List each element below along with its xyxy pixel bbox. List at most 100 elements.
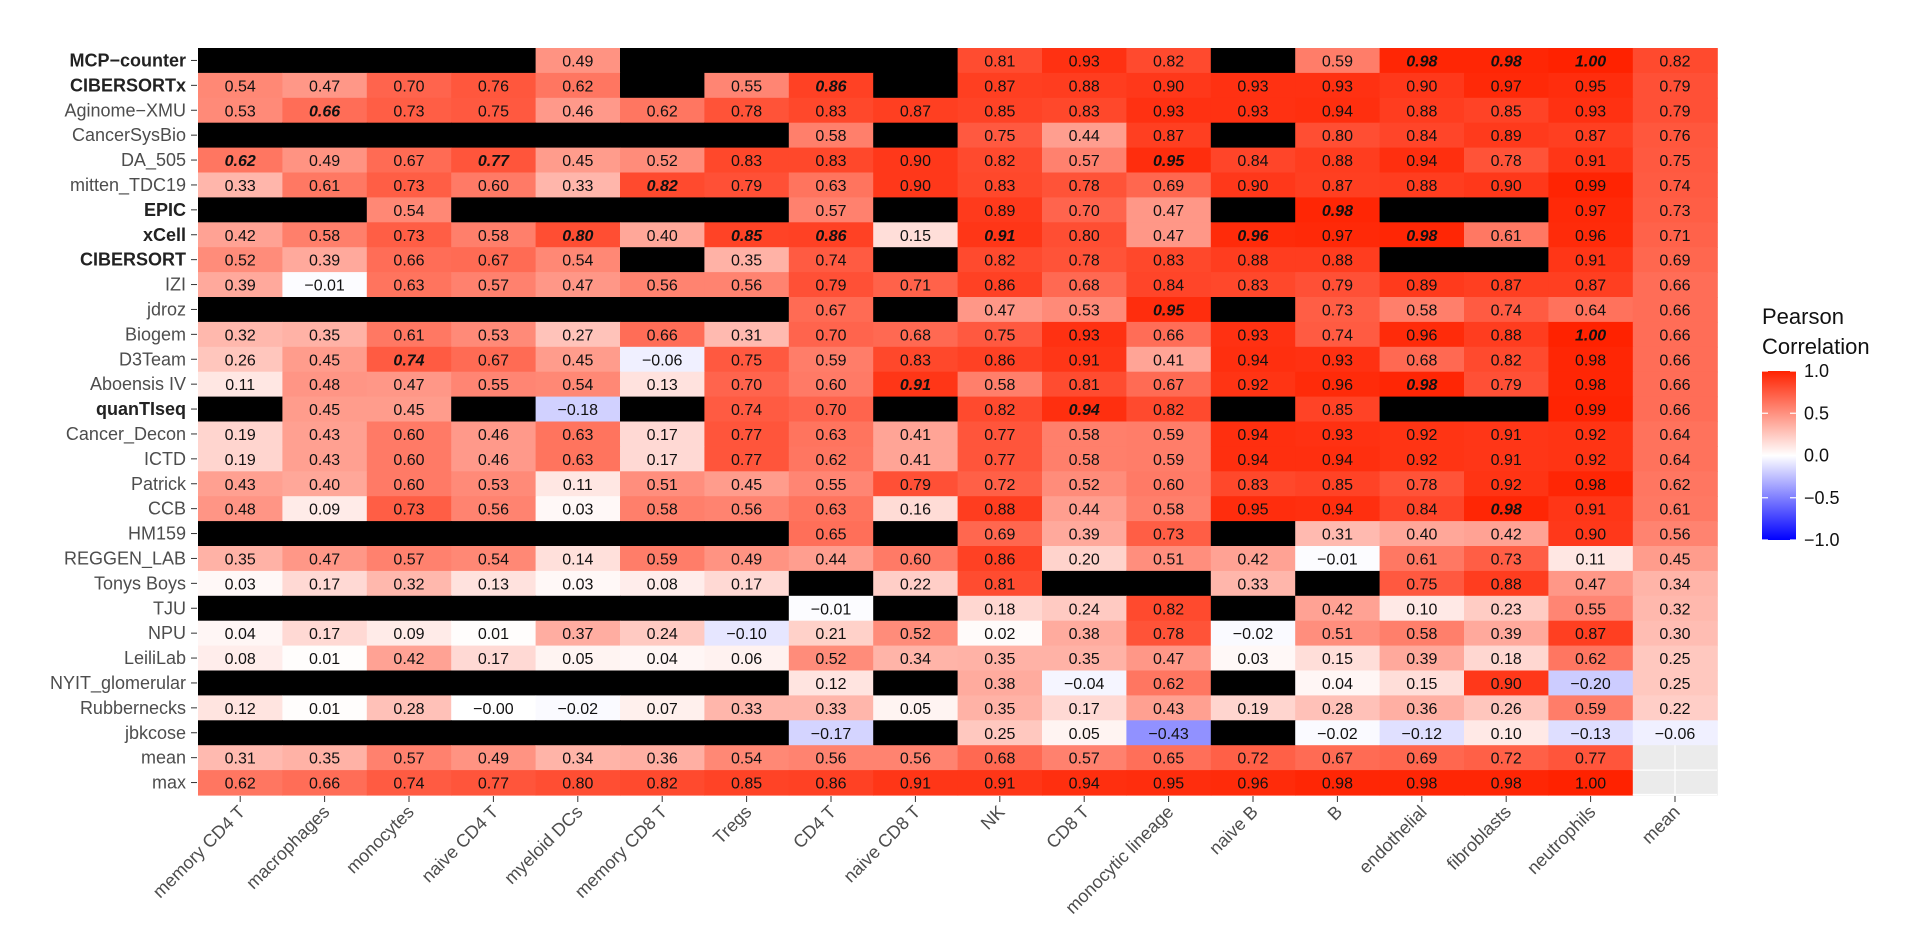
cell-value: 0.69 (1153, 178, 1184, 195)
cell-value: 0.63 (562, 427, 593, 444)
heatmap-cell (788, 371, 874, 398)
heatmap-cell (451, 745, 537, 771)
cell-value: 0.75 (478, 103, 509, 120)
heatmap-cell (1379, 272, 1465, 298)
row-label: CIBERSORT (80, 250, 186, 270)
heatmap-cell (1632, 72, 1718, 99)
cell-value: 0.88 (1491, 327, 1522, 344)
heatmap-cell (620, 745, 705, 771)
heatmap-cell (1295, 670, 1381, 696)
heatmap-cell (366, 272, 452, 298)
heatmap-cell (366, 172, 452, 198)
cell-value: 0.11 (1576, 551, 1606, 568)
heatmap-cell (1632, 471, 1718, 497)
heatmap-cell (620, 247, 705, 273)
heatmap-cell (1126, 197, 1212, 223)
heatmap-cell (198, 446, 283, 472)
heatmap-cell (535, 48, 621, 74)
heatmap-cell (451, 197, 537, 223)
heatmap-cell (1632, 720, 1718, 746)
cell-value: 0.82 (1153, 402, 1184, 419)
cell-value: 0.78 (1069, 253, 1100, 270)
heatmap-cell (198, 496, 283, 522)
cell-value: 0.79 (815, 278, 846, 295)
heatmap-cell (957, 172, 1043, 198)
heatmap-cell (1548, 570, 1634, 597)
cell-value: 0.87 (1575, 128, 1606, 145)
heatmap-cell (366, 222, 452, 248)
cell-value: 0.82 (647, 776, 678, 793)
heatmap-cell (1464, 222, 1549, 248)
heatmap-cell (1464, 421, 1549, 447)
column-label: fibroblasts (1443, 802, 1515, 874)
heatmap-cell (366, 247, 452, 273)
cell-value: 0.98 (1406, 53, 1437, 70)
cell-value: 0.58 (1153, 502, 1184, 519)
cell-value: 0.45 (309, 402, 340, 419)
cell-value: 0.98 (1406, 228, 1437, 245)
cell-value: 0.85 (1322, 477, 1353, 494)
heatmap-cell (198, 371, 283, 398)
heatmap-cell (1210, 645, 1296, 672)
cell-value: 0.22 (900, 576, 931, 593)
cell-value: 0.83 (984, 178, 1015, 195)
heatmap-cell (704, 645, 790, 672)
heatmap-cell (535, 446, 621, 472)
column-label: naive B (1205, 802, 1262, 859)
cell-value: 0.84 (1406, 502, 1437, 519)
cell-value: 0.15 (1322, 651, 1353, 668)
legend-tick-label: 1.0 (1804, 361, 1829, 381)
heatmap-cell (873, 720, 959, 746)
heatmap-cell (198, 197, 283, 223)
heatmap-cell (451, 620, 537, 647)
heatmap-cell (451, 645, 537, 672)
heatmap-cell (1210, 695, 1296, 721)
cell-value: 0.72 (984, 477, 1015, 494)
heatmap-cell (1126, 48, 1212, 74)
heatmap-cell (451, 346, 537, 373)
heatmap-cell (1295, 570, 1381, 597)
heatmap-cell (198, 720, 283, 746)
heatmap-cell (1126, 670, 1212, 696)
heatmap-cell (1295, 521, 1381, 547)
heatmap-cell (198, 745, 283, 771)
heatmap-cell (1632, 371, 1718, 398)
cell-value: 0.62 (1659, 477, 1690, 494)
cell-value: 0.47 (1153, 651, 1184, 668)
cell-value: 1.00 (1575, 327, 1606, 344)
cell-value: 0.17 (731, 576, 762, 593)
heatmap-cell (957, 72, 1043, 99)
cell-value: 0.54 (562, 377, 593, 394)
legend-tick-label: −0.5 (1804, 488, 1840, 508)
cell-value: 0.45 (731, 477, 762, 494)
cell-value: 0.80 (562, 228, 593, 245)
heatmap-cell (704, 670, 790, 696)
cell-value: 0.51 (647, 477, 678, 494)
heatmap-cell (1210, 770, 1296, 796)
cell-value: 0.17 (309, 576, 340, 593)
heatmap-cell (1126, 645, 1212, 672)
cell-value: 0.42 (393, 651, 424, 668)
heatmap-cell (620, 570, 705, 597)
heatmap-cell (1464, 122, 1549, 149)
cell-value: 0.85 (1491, 103, 1522, 120)
cell-value: 0.26 (1491, 701, 1522, 718)
heatmap-cell (1295, 496, 1381, 522)
heatmap-cell (873, 272, 959, 298)
heatmap-cell (282, 695, 368, 721)
cell-value: 0.94 (1069, 402, 1100, 419)
heatmap-cell (1632, 546, 1718, 572)
heatmap-cell (1295, 48, 1381, 74)
cell-value: 0.66 (309, 776, 340, 793)
cell-value: 0.57 (1069, 751, 1100, 768)
cell-value: 0.86 (984, 352, 1015, 369)
cell-value: 0.87 (1322, 178, 1353, 195)
cell-value: 0.91 (1491, 427, 1522, 444)
cell-value: 0.08 (225, 651, 256, 668)
cell-value: 0.93 (1237, 78, 1268, 95)
cell-value: 0.92 (1406, 452, 1437, 469)
heatmap-cell (620, 670, 705, 696)
heatmap-cell (788, 620, 874, 647)
cell-value: 0.19 (225, 452, 256, 469)
row-label: Patrick (131, 474, 187, 494)
